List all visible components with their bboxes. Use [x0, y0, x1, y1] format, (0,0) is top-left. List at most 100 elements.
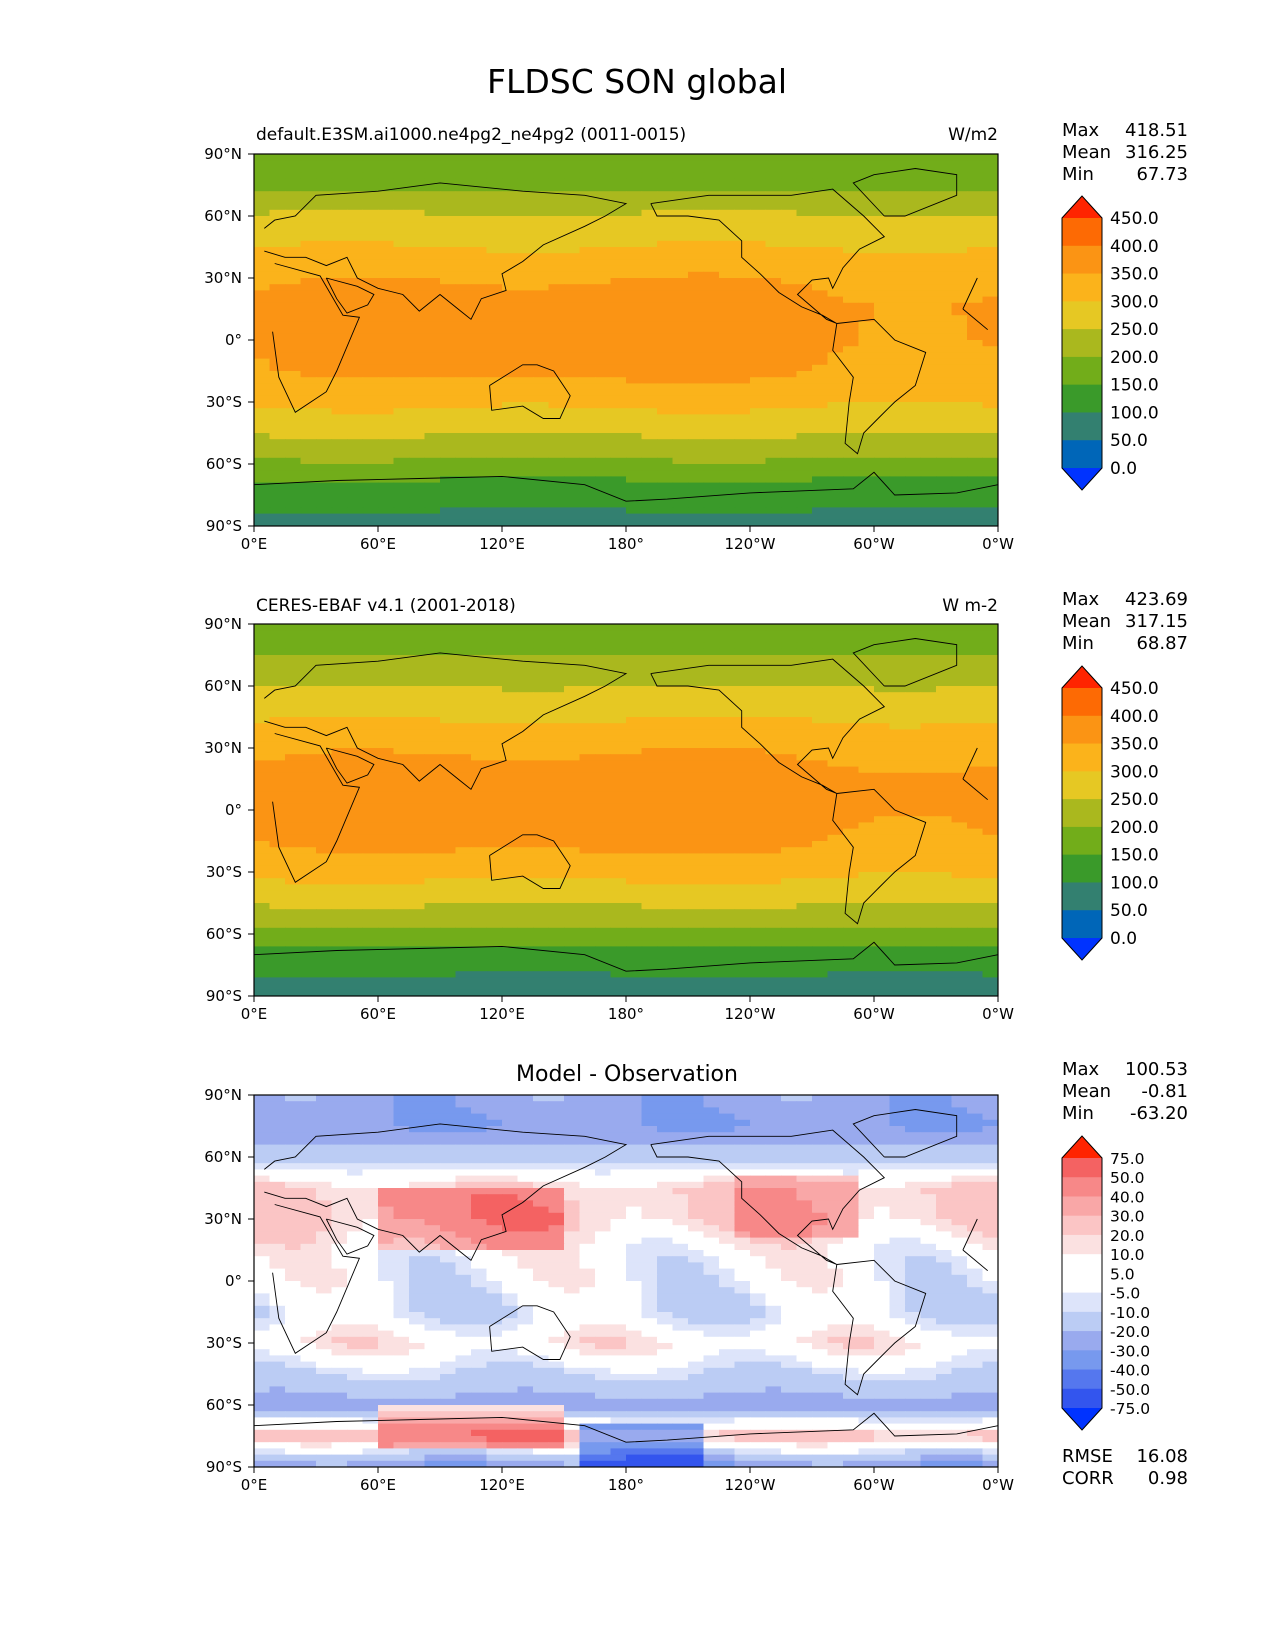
- map-cell: [579, 377, 596, 384]
- map-cell: [269, 309, 286, 316]
- map-cell: [331, 321, 348, 329]
- map-cell: [703, 185, 720, 192]
- map-cell: [316, 828, 333, 836]
- map-cell: [843, 723, 860, 730]
- map-cell: [471, 166, 488, 174]
- map-cell: [967, 872, 984, 879]
- map-cell: [874, 692, 891, 699]
- map-cell: [641, 704, 658, 712]
- map-cell: [378, 760, 395, 768]
- map-cell: [812, 791, 829, 799]
- map-cell: [781, 791, 798, 799]
- map-cell: [471, 457, 488, 465]
- map-cell: [254, 507, 271, 515]
- map-cell: [269, 234, 286, 242]
- map-cell: [610, 878, 627, 885]
- map-cell: [641, 698, 658, 706]
- map-cell: [657, 859, 674, 867]
- map-cell: [843, 377, 860, 384]
- coastline-n-america: [650, 188, 886, 324]
- map-cell: [967, 346, 984, 353]
- map-cell: [843, 853, 860, 861]
- map-cell: [300, 222, 317, 229]
- map-cell: [517, 364, 534, 372]
- map-cell: [641, 240, 658, 248]
- map-cell: [595, 315, 612, 322]
- map-cell: [905, 797, 922, 805]
- map-cell: [502, 797, 519, 805]
- map-cell: [920, 333, 937, 341]
- map-cell: [905, 346, 922, 353]
- map-cell: [889, 791, 906, 799]
- map-cell: [285, 513, 302, 521]
- map-cell: [626, 346, 643, 353]
- map-cell: [610, 482, 627, 490]
- map-cell: [626, 333, 643, 341]
- map-cell: [843, 679, 860, 687]
- map-cell: [703, 636, 720, 644]
- map-cell: [440, 661, 457, 668]
- map-cell: [750, 519, 767, 526]
- map-cell: [936, 445, 953, 453]
- map-cell: [750, 760, 767, 768]
- map-cell: [719, 346, 736, 353]
- map-cell: [827, 340, 844, 347]
- map-cell: [595, 748, 612, 755]
- map-cell: [703, 445, 720, 453]
- map-cell: [936, 766, 953, 774]
- map-cell: [471, 797, 488, 805]
- map-cell: [548, 766, 565, 774]
- map-cell: [254, 377, 271, 384]
- map-cell: [936, 519, 953, 526]
- map-cell: [657, 265, 674, 273]
- map-cell: [920, 321, 937, 329]
- map-cell: [579, 178, 596, 186]
- map-cell: [595, 772, 612, 780]
- map-cell: [858, 741, 875, 749]
- map-cell: [843, 630, 860, 637]
- map-cell: [781, 507, 798, 515]
- map-cell: [502, 234, 519, 242]
- map-cell: [486, 772, 503, 780]
- map-cell: [641, 154, 658, 161]
- map-cell: [781, 240, 798, 248]
- map-cell: [858, 667, 875, 675]
- map-cell: [595, 439, 612, 446]
- map-cell: [300, 209, 317, 217]
- map-cell: [517, 178, 534, 186]
- map-cell: [858, 642, 875, 650]
- map-cell: [672, 333, 689, 341]
- map-cell: [812, 451, 829, 459]
- map-cell: [641, 717, 658, 724]
- map-cell: [424, 209, 441, 217]
- map-cell: [595, 445, 612, 453]
- map-cell: [300, 710, 317, 718]
- map-cell: [920, 222, 937, 229]
- map-cell: [362, 371, 379, 378]
- map-cell: [796, 240, 813, 248]
- map-cell: [564, 333, 581, 341]
- map-cell: [502, 389, 519, 397]
- map-cell: [486, 735, 503, 743]
- map-cell: [347, 209, 364, 217]
- map-cell: [703, 209, 720, 217]
- map-cell: [610, 865, 627, 873]
- map-cell: [362, 822, 379, 830]
- map-cell: [393, 667, 410, 675]
- map-cell: [300, 673, 317, 681]
- map-cell: [796, 841, 813, 848]
- map-cell: [254, 872, 271, 879]
- map-cell: [781, 470, 798, 477]
- map-cell: [672, 661, 689, 668]
- map-cell: [285, 302, 302, 310]
- map-cell: [657, 340, 674, 347]
- map-cell: [688, 692, 705, 699]
- map-cell: [982, 185, 998, 192]
- map-cell: [920, 741, 937, 749]
- map-cell: [362, 172, 379, 180]
- map-cell: [936, 655, 953, 662]
- map-cell: [440, 278, 457, 285]
- map-cell: [254, 253, 271, 260]
- map-cell: [285, 389, 302, 397]
- map-cell: [424, 278, 441, 285]
